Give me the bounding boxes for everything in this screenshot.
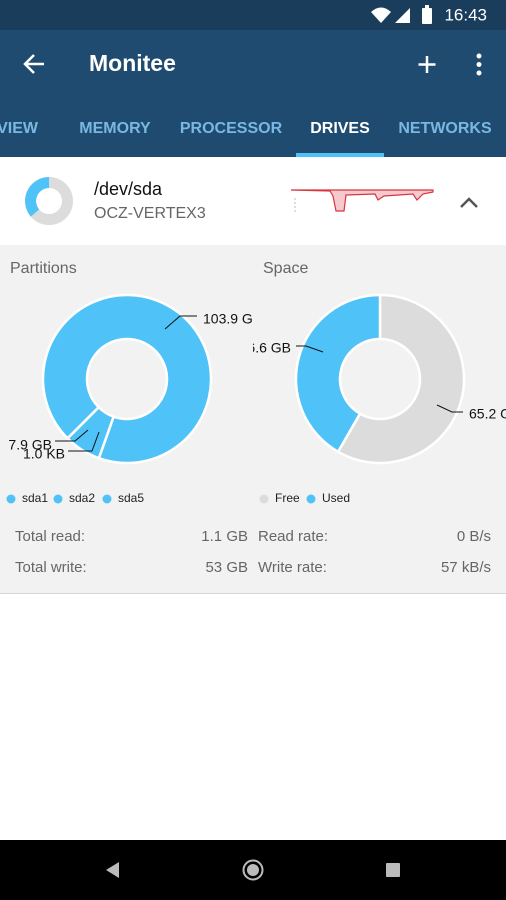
battery-icon	[422, 8, 432, 24]
legend-swatch	[259, 494, 269, 504]
leader-line	[436, 404, 463, 413]
stat-value: 57 kB/s	[441, 559, 491, 576]
drive-name: /dev/sda	[94, 179, 163, 199]
nav-home-dot	[247, 864, 259, 876]
back-button[interactable]	[23, 54, 44, 74]
legend-label: sda5	[118, 491, 144, 505]
stat-label: Total read:	[15, 528, 85, 545]
signal-icon	[395, 8, 410, 23]
leader-line	[55, 429, 89, 442]
stat-label: Total write:	[15, 559, 87, 576]
drive-model: OCZ-VERTEX3	[94, 205, 206, 222]
legend-swatch	[6, 494, 16, 504]
status-bar	[0, 0, 506, 30]
nav-recents[interactable]	[386, 863, 400, 877]
app-bar	[0, 30, 506, 157]
menu-button[interactable]	[476, 53, 482, 76]
add-button[interactable]	[418, 56, 436, 73]
stat-label: Read rate:	[258, 528, 328, 545]
stat-value: 53 GB	[205, 559, 248, 576]
slice-label: 65.2 GB	[469, 406, 506, 422]
legend-swatch	[53, 494, 63, 504]
legend-label: Free	[275, 491, 300, 505]
tab[interactable]: PROCESSOR	[180, 120, 283, 137]
legend-label: Used	[322, 491, 350, 505]
collapse-button[interactable]	[460, 197, 478, 208]
battery-tip	[425, 5, 429, 8]
pie-slice	[294, 293, 382, 454]
app-title: Monitee	[89, 50, 176, 76]
slice-label: 7.9 GB	[8, 437, 52, 453]
legend-swatch	[102, 494, 112, 504]
nav-home[interactable]	[242, 859, 264, 881]
pie-slice	[336, 293, 466, 465]
stats: Total read: 1.1 GB Read rate: 0 B/s Total wr…	[15, 528, 491, 576]
chart-title: Partitions	[10, 260, 77, 277]
legend-swatch	[306, 494, 316, 504]
slice-label: 103.9 GB	[203, 311, 262, 327]
stat-label: Write rate:	[258, 559, 327, 576]
charts: Partitions 103.9 GB 7.9 GB1.0 KB sda1 sda2 sd…	[6, 260, 506, 505]
slice-label: 46.6 GB	[240, 340, 291, 356]
tab[interactable]: NETWORKS	[398, 120, 492, 137]
tab[interactable]: OVERVIEW	[0, 120, 39, 137]
stat-value: 1.1 GB	[201, 528, 248, 545]
legend-label: sda1	[22, 491, 48, 505]
nav-back[interactable]	[106, 862, 119, 878]
chart-title: Space	[263, 260, 308, 277]
drive-icon-used	[25, 177, 50, 217]
stat-value: 0 B/s	[457, 528, 491, 545]
tab[interactable]: MEMORY	[79, 120, 151, 137]
leader-line	[68, 431, 100, 452]
pie-slice	[41, 293, 213, 465]
legend-label: sda2	[69, 491, 95, 505]
tab[interactable]: DRIVES	[310, 120, 370, 137]
wifi-icon	[371, 7, 391, 23]
status-time: 16:43	[444, 5, 487, 24]
slice-label: 1.0 KB	[23, 446, 65, 462]
activity-sparkline	[290, 189, 434, 212]
leader-line	[296, 345, 324, 353]
tab-bar: OVERVIEW MEMORY PROCESSOR DRIVES NETWORKS	[0, 120, 492, 137]
tab-indicator	[296, 153, 384, 157]
chart-plot: 103.9 GB 7.9 GB1.0 KB	[8, 293, 262, 465]
leader-line	[164, 315, 197, 330]
chart-plot: 65.2 GB 46.6 GB	[240, 293, 506, 465]
